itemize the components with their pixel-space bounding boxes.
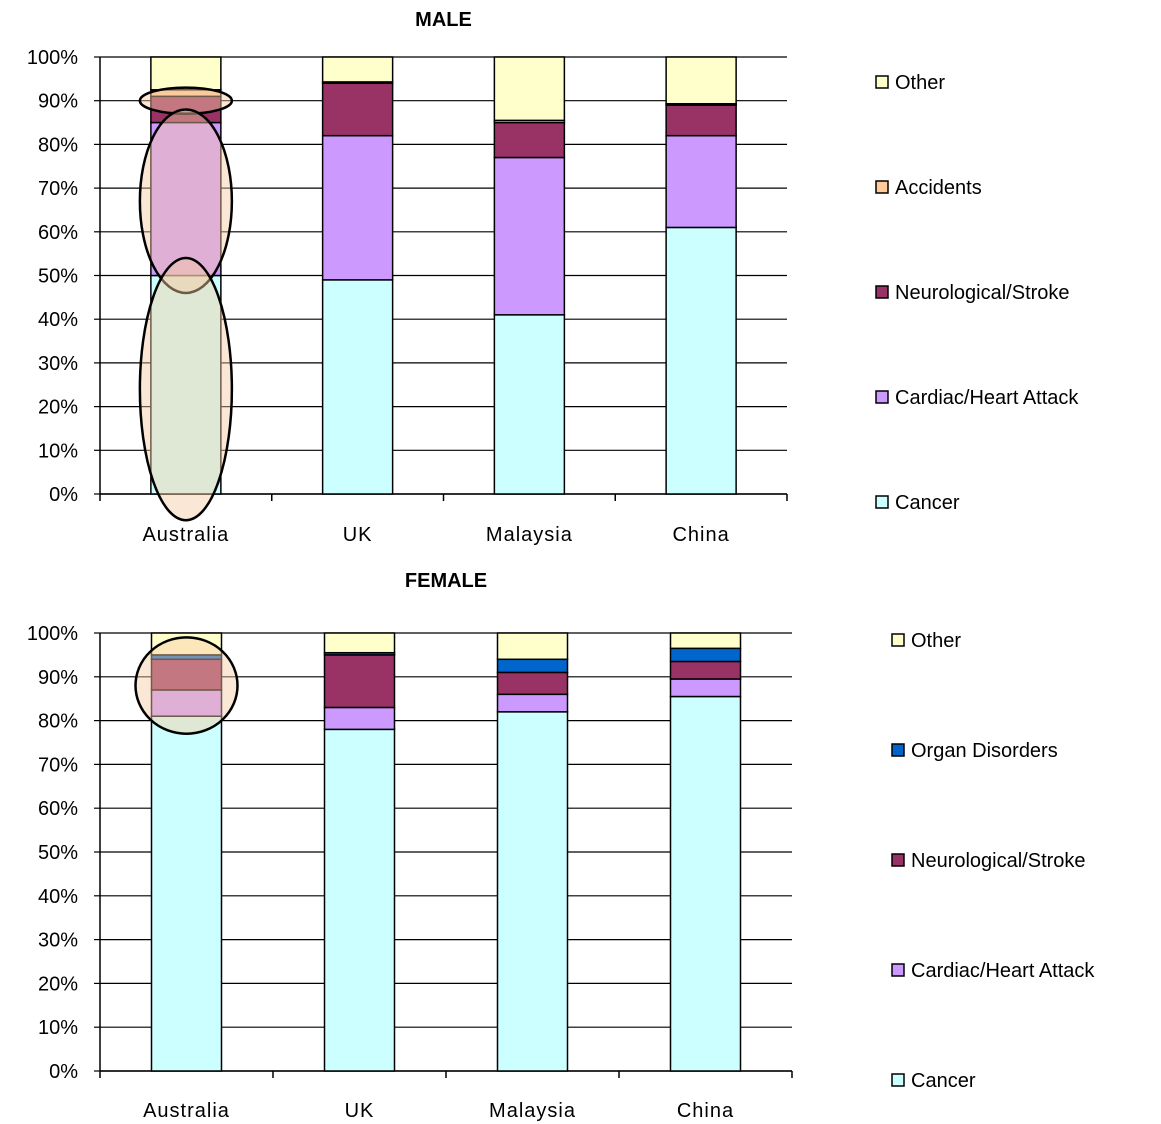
highlight-ellipse (134, 636, 239, 735)
chart-title: FEMALE (405, 570, 487, 592)
x-tick-label-china: China (672, 524, 729, 546)
y-tick-label: 60% (38, 798, 78, 820)
bar-china-neurological-stroke (669, 660, 742, 680)
y-tick-label: 0% (49, 1061, 78, 1083)
legend-label-cancer: Cancer (895, 492, 960, 514)
legend-swatch-neurological-stroke (891, 853, 905, 867)
bar-australia-cancer (150, 274, 222, 495)
legend-label-neurological-stroke: Neurological/Stroke (911, 850, 1086, 872)
bar-australia-other (150, 56, 222, 91)
legend-swatch-cardiac-heart-attack (875, 390, 889, 404)
y-tick-label: 100% (27, 47, 78, 69)
y-tick-label: 30% (38, 353, 78, 375)
legend-swatch-cancer (875, 495, 889, 509)
y-tick-label: 20% (38, 397, 78, 419)
highlight-ellipse (138, 256, 234, 522)
y-tick-label: 80% (38, 134, 78, 156)
legend-swatch-organ-disorders (891, 743, 905, 757)
bar-china-cancer (669, 695, 742, 1072)
y-tick-label: 50% (38, 266, 78, 288)
bar-malaysia-other (493, 56, 566, 122)
bar-malaysia-cardiac-heart-attack (496, 693, 569, 713)
bar-malaysia-neurological-stroke (493, 121, 566, 159)
x-tick-label-uk: UK (345, 1100, 375, 1122)
legend-swatch-cancer (891, 1073, 905, 1087)
bar-australia-cardiac-heart-attack (150, 121, 222, 277)
bar-china-other (669, 632, 742, 650)
y-tick-label: 10% (38, 440, 78, 462)
bar-china-organ-disorders (669, 647, 742, 663)
x-tick-label-australia: Australia (143, 1100, 230, 1122)
x-tick-label-uk: UK (343, 524, 373, 546)
legend-swatch-neurological-stroke (875, 285, 889, 299)
bar-uk-other (321, 56, 394, 83)
chart-female: FEMALE 0% 10% 20% 30% 40% 50% 60% 70% 80% 90% 100% A… (27, 570, 1096, 1122)
chart-title: MALE (415, 9, 472, 31)
bar-uk-other (323, 632, 396, 654)
y-tick-label: 80% (38, 711, 78, 733)
y-tick-label: 70% (38, 754, 78, 776)
legend-label-other: Other (911, 630, 961, 652)
chart-male: MALE 0% 10% 20% 30% 40% 50% 60% 70% 80% 90% 100% Aus… (27, 9, 1080, 546)
bar-uk-neurological-stroke (321, 82, 394, 137)
legend-swatch-cardiac-heart-attack (891, 963, 905, 977)
legend-label-accidents: Accidents (895, 177, 982, 199)
y-tick-label: 90% (38, 91, 78, 113)
bar-malaysia-neurological-stroke (496, 671, 569, 696)
y-tick-label: 40% (38, 309, 78, 331)
legend-label-cardiac-heart-attack: Cardiac/Heart Attack (911, 960, 1095, 982)
bar-uk-neurological-stroke (323, 654, 396, 709)
bar-uk-cardiac-heart-attack (321, 134, 394, 281)
bar-malaysia-cardiac-heart-attack (493, 156, 566, 316)
bar-malaysia-cancer (493, 314, 566, 495)
y-tick-label: 0% (49, 484, 78, 506)
x-tick-label-china: China (677, 1100, 734, 1122)
bar-china-cancer (665, 226, 737, 495)
y-tick-label: 100% (27, 623, 78, 645)
legend-swatch-other (891, 633, 905, 647)
bar-china-neurological-stroke (665, 104, 737, 137)
bar-australia-other (150, 632, 223, 656)
legend-label-organ-disorders: Organ Disorders (911, 740, 1058, 762)
bar-malaysia-organ-disorders (496, 658, 569, 674)
legend-label-neurological-stroke: Neurological/Stroke (895, 282, 1070, 304)
y-tick-label: 70% (38, 178, 78, 200)
bar-china-cardiac-heart-attack (665, 134, 737, 229)
y-tick-label: 90% (38, 667, 78, 689)
legend-swatch-accidents (875, 180, 889, 194)
y-tick-label: 60% (38, 222, 78, 244)
bar-uk-cancer (321, 279, 394, 495)
y-tick-label: 10% (38, 1017, 78, 1039)
y-tick-label: 40% (38, 886, 78, 908)
x-tick-label-malaysia: Malaysia (486, 524, 573, 546)
bar-australia-cancer (150, 715, 223, 1072)
y-tick-label: 50% (38, 842, 78, 864)
legend-label-cancer: Cancer (911, 1070, 976, 1092)
x-tick-label-australia: Australia (142, 524, 229, 546)
y-tick-label: 30% (38, 930, 78, 952)
bar-china-other (665, 56, 737, 105)
bar-uk-cardiac-heart-attack (323, 706, 396, 731)
legend-swatch-other (875, 75, 889, 89)
bar-uk-cancer (323, 728, 396, 1072)
y-tick-label: 20% (38, 973, 78, 995)
legend-label-other: Other (895, 72, 945, 94)
bar-china-cardiac-heart-attack (669, 678, 742, 698)
x-tick-label-malaysia: Malaysia (489, 1100, 576, 1122)
legend-label-cardiac-heart-attack: Cardiac/Heart Attack (895, 387, 1079, 409)
highlight-ellipse (138, 108, 234, 295)
bar-malaysia-cancer (496, 711, 569, 1072)
highlight-ellipse (138, 86, 234, 116)
bar-malaysia-other (496, 632, 569, 661)
